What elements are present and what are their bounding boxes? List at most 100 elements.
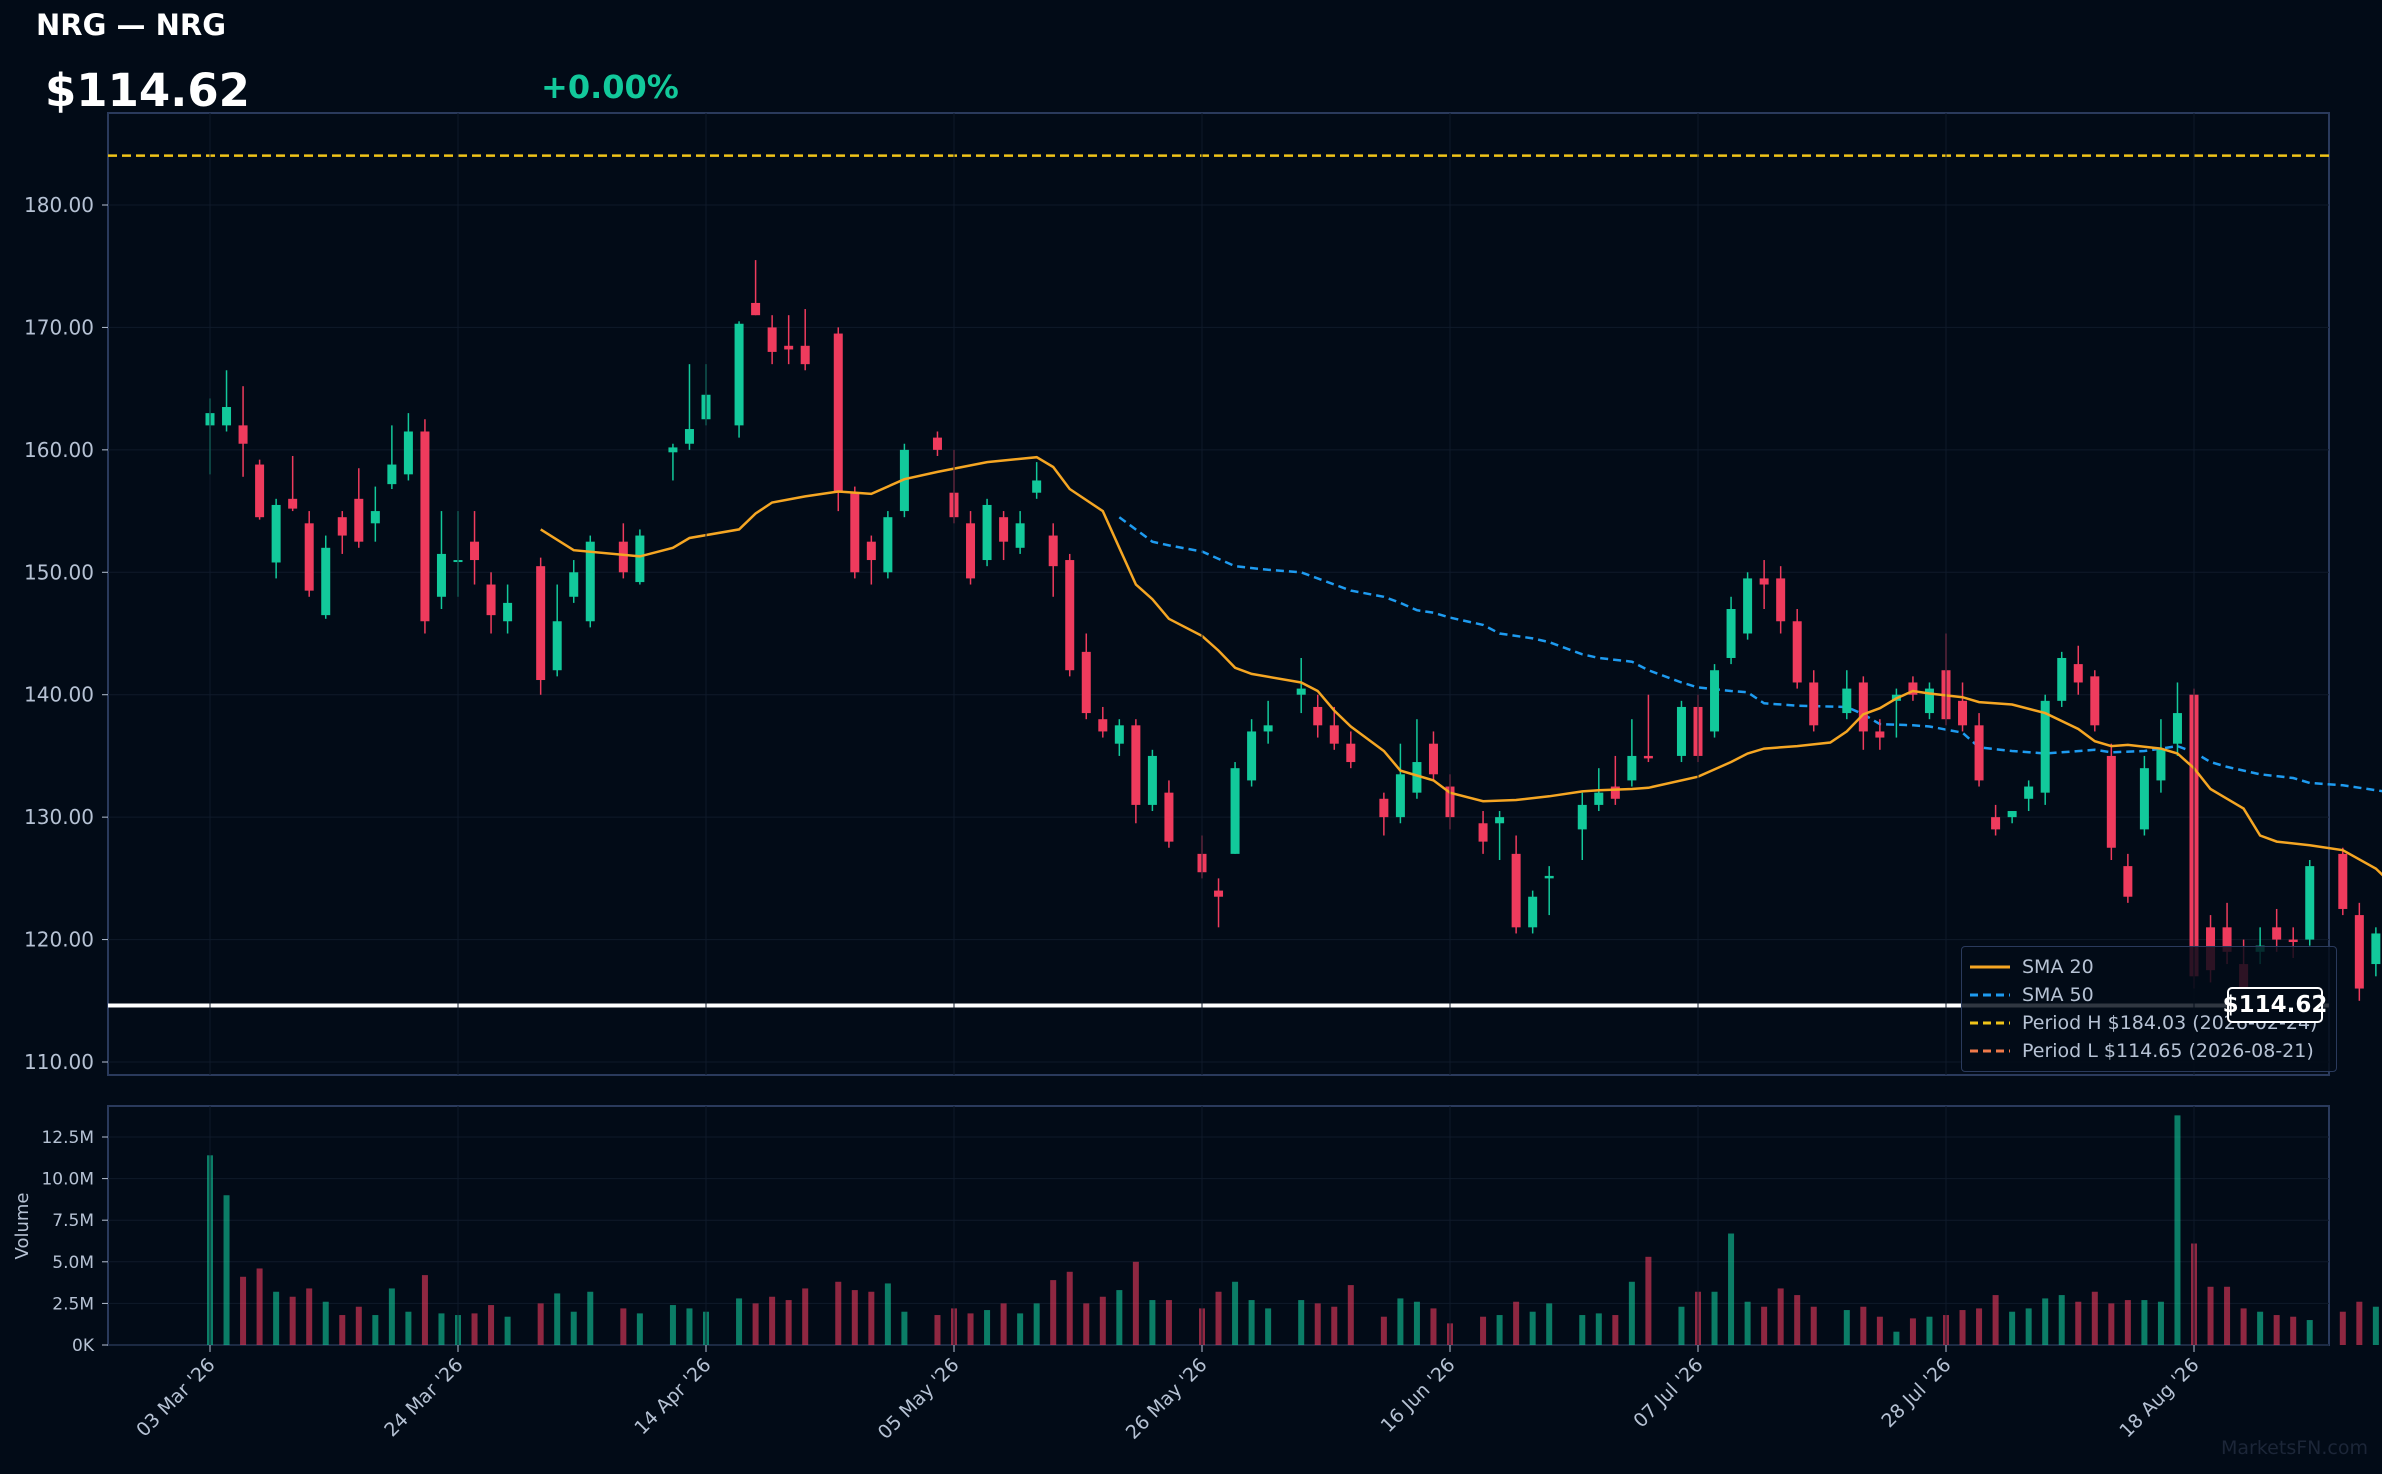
candle — [1214, 878, 1224, 928]
price-gridlines — [108, 204, 2329, 1063]
candle — [1908, 676, 1918, 701]
candle-body — [751, 302, 761, 316]
candle — [1164, 780, 1174, 848]
volume-bar — [2273, 1315, 2280, 1345]
candle — [800, 309, 810, 371]
volume-bar — [686, 1308, 693, 1345]
candle-body — [2354, 915, 2364, 989]
volume-bar — [1347, 1285, 1354, 1345]
volume-bar — [1149, 1300, 1156, 1345]
candle-body — [684, 429, 694, 444]
volume-bar — [1248, 1300, 1255, 1345]
candle-body — [2288, 939, 2298, 943]
candle — [1048, 523, 1058, 597]
candle-body — [1974, 725, 1984, 781]
candle-body — [271, 504, 281, 563]
candle — [222, 370, 232, 432]
candle — [1247, 719, 1257, 787]
candle-body — [1610, 786, 1620, 799]
volume-bar — [471, 1313, 478, 1345]
candle-body — [1048, 535, 1058, 567]
candle — [1395, 743, 1405, 824]
volume-bar — [1050, 1280, 1057, 1345]
candle — [536, 557, 546, 695]
volume-tick-label: 2.5M — [52, 1294, 94, 1314]
candle — [470, 511, 480, 585]
candle-body — [1858, 682, 1868, 732]
volume-tick-label: 12.5M — [41, 1128, 94, 1148]
candle-body — [1495, 817, 1505, 824]
volume-bar — [1810, 1306, 1817, 1345]
candle-body — [354, 498, 364, 542]
volume-bar — [2091, 1291, 2098, 1345]
candle — [734, 321, 744, 438]
candle — [1577, 792, 1587, 860]
price-tick-label: 140.00 — [24, 683, 94, 707]
volume-bar — [851, 1290, 858, 1345]
volume-bar — [421, 1275, 428, 1345]
volume-bar — [1314, 1303, 1321, 1345]
price-change: +0.00% — [541, 68, 679, 106]
candle-body — [420, 431, 430, 622]
candle — [2371, 927, 2381, 977]
candle-body — [1147, 755, 1157, 805]
candle-body — [1710, 670, 1720, 732]
x-tick-label: 24 Mar '26 — [380, 1354, 467, 1441]
volume-bar — [1744, 1301, 1751, 1345]
candle-body — [536, 566, 546, 681]
volume-bar — [1728, 1233, 1735, 1345]
candle-body — [1511, 853, 1521, 928]
volume-bar — [1612, 1315, 1619, 1345]
candle-body — [1478, 823, 1488, 842]
candle — [1643, 694, 1653, 763]
candle-body — [569, 572, 579, 597]
candle — [1329, 706, 1339, 750]
candle — [403, 413, 413, 481]
volume-tick-label: 0K — [72, 1336, 95, 1356]
volume-bar — [2124, 1300, 2131, 1345]
candle — [2172, 682, 2182, 756]
volume-bar — [1645, 1256, 1652, 1345]
candle-body — [304, 523, 314, 591]
candle-body — [1627, 755, 1637, 781]
candle-body — [833, 333, 843, 493]
volume-bar — [2257, 1311, 2264, 1345]
volume-bar — [967, 1313, 974, 1345]
candle-body — [2073, 664, 2083, 683]
volume-bar — [1777, 1288, 1784, 1345]
price-tick-label: 160.00 — [24, 438, 94, 462]
candle — [2305, 859, 2315, 946]
volume-bar — [1397, 1298, 1404, 1345]
candle-body — [1395, 774, 1405, 818]
candle — [1511, 835, 1521, 934]
legend-item-sma20: SMA 20 — [1970, 953, 2328, 981]
watermark: MarketsFN.com — [2221, 1437, 2368, 1459]
candle — [1759, 560, 1769, 610]
x-tick-label: 05 May '26 — [874, 1354, 964, 1444]
candle-body — [2057, 657, 2067, 701]
candle — [337, 511, 347, 554]
volume-bar — [1893, 1331, 1900, 1345]
volume-bar — [736, 1298, 743, 1345]
candle — [883, 511, 893, 579]
candle — [932, 431, 942, 456]
candle-body — [767, 327, 777, 352]
candle — [354, 468, 364, 548]
candle — [387, 425, 397, 490]
volume-tick-label: 5.0M — [52, 1253, 94, 1273]
volume-bar — [1926, 1316, 1933, 1345]
candle — [1296, 657, 1306, 714]
volume-bar — [1298, 1300, 1305, 1345]
volume-bar — [223, 1195, 230, 1345]
candle-body — [2305, 866, 2315, 940]
volume-bar — [1116, 1290, 1123, 1345]
candle — [1065, 553, 1075, 677]
volume-bar — [587, 1291, 594, 1345]
candle-body — [1759, 578, 1769, 585]
volume-bar — [1066, 1271, 1073, 1345]
volume-bar — [570, 1311, 577, 1345]
candle — [1379, 792, 1389, 836]
candle-body — [1114, 725, 1124, 744]
candle-body — [982, 504, 992, 561]
